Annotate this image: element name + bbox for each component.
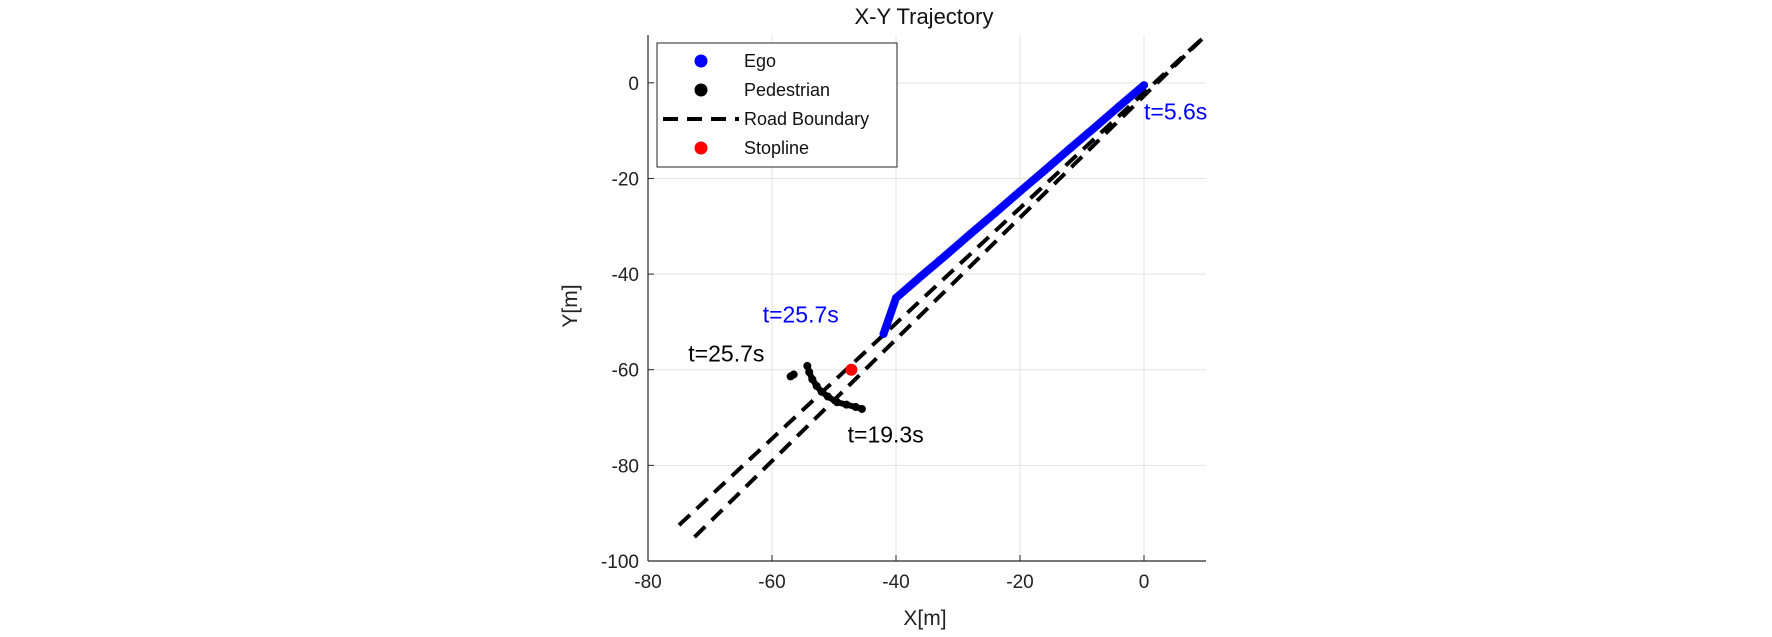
time-annotation: t=25.7s (688, 340, 764, 366)
ego-point (916, 272, 925, 281)
ego-point (966, 229, 975, 238)
y-tick-label: -20 (612, 169, 639, 190)
legend-dot-swatch (694, 141, 708, 155)
ego-trajectory-line (879, 81, 1148, 338)
ego-point (1140, 81, 1148, 90)
legend-label: Stopline (744, 138, 809, 158)
ego-series (879, 81, 1148, 338)
y-tick-label: -100 (601, 552, 639, 573)
pedestrian-point (842, 400, 851, 409)
legend-dot-swatch (694, 54, 708, 68)
legend-label: Pedestrian (744, 80, 830, 100)
x-tick-label: 0 (1139, 572, 1150, 593)
pedestrian-point (803, 361, 812, 370)
y-tick-label: -40 (612, 265, 639, 286)
ego-point (1065, 144, 1074, 153)
x-tick-label: -80 (634, 572, 661, 593)
pedestrian-point (851, 403, 860, 412)
legend-label: Ego (744, 51, 776, 71)
stopline-series (845, 363, 858, 376)
y-tick-label: -60 (612, 361, 639, 382)
ego-point (1040, 166, 1049, 175)
ego-point (991, 208, 1000, 217)
ego-point (1115, 102, 1124, 111)
y-tick-label: 0 (628, 74, 639, 95)
ego-point (1016, 187, 1024, 196)
ego-point (1090, 123, 1099, 132)
pedestrian-point (823, 392, 832, 401)
time-annotation: t=25.7s (763, 301, 839, 327)
x-tick-label: -20 (1006, 572, 1033, 593)
chart-title: X-Y Trajectory (855, 4, 994, 29)
tick-labels: -80 -60 -40 -20 00-20-40-60-80-100 (601, 74, 1149, 593)
pedestrian-point (805, 368, 814, 377)
stopline-point (845, 363, 858, 376)
x-tick-label: -60 (758, 572, 785, 593)
pedestrian-point (812, 381, 821, 390)
x-tick-label: -40 (882, 572, 909, 593)
y-tick-label: -80 (612, 456, 639, 477)
pedestrian-point (857, 404, 866, 413)
pedestrian-point (808, 375, 817, 384)
time-annotation: t=5.6s (1144, 99, 1207, 125)
pedestrian-point (817, 387, 826, 396)
pedestrian-point (833, 398, 842, 407)
x-axis-title: X[m] (903, 607, 946, 630)
time-annotation: t=19.3s (848, 421, 924, 447)
legend: Ego Pedestrian Road Boundary Stopline (656, 42, 898, 168)
legend-dot-swatch (694, 83, 708, 97)
annotations: t=5.6s t=25.7s t=25.7s t=19.3s (688, 99, 1207, 448)
y-axis-title: Y[m] (559, 284, 582, 327)
ego-point (879, 329, 888, 338)
ego-point (941, 251, 950, 260)
pedestrian-series (786, 361, 866, 413)
pedestrian-point (786, 372, 795, 381)
axes (647, 35, 1206, 562)
legend-label: Road Boundary (744, 109, 869, 129)
ego-point (892, 294, 900, 302)
